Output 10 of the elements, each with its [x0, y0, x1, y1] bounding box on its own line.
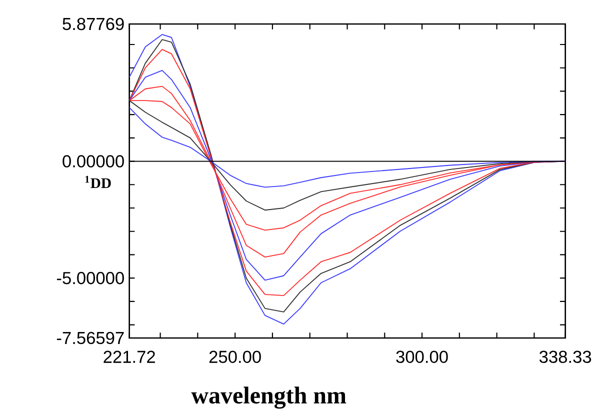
x-tick-label: 338.33	[539, 350, 592, 363]
x-axis-title: wavelength nm	[191, 386, 346, 409]
y-axis-title: $^{1}$DD	[85, 176, 111, 188]
x-tick-label: 221.72	[104, 350, 155, 363]
x-tick-label: 250.00	[209, 350, 261, 363]
y-tick-label: -7.56597	[56, 332, 124, 344]
y-tick-label: -5.00000	[56, 272, 124, 284]
x-tick-label: 300.00	[396, 350, 448, 363]
y-tick-label: 0.00000	[62, 155, 124, 168]
y-tick-label: 5.87769	[62, 18, 124, 30]
